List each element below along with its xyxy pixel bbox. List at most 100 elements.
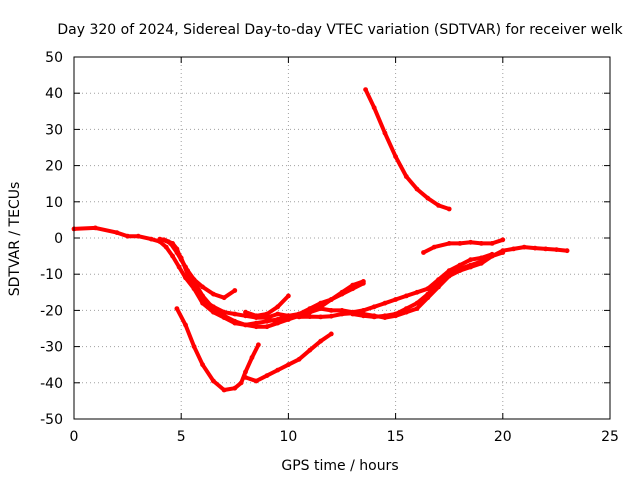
y-tick-label: -20 (40, 303, 63, 319)
data-point (148, 236, 154, 242)
data-point (200, 300, 206, 306)
y-tick-label: 20 (45, 159, 63, 175)
data-point (489, 241, 495, 246)
data-point (191, 286, 197, 292)
data-point (328, 297, 334, 302)
data-point (286, 293, 291, 299)
data-point (232, 320, 238, 326)
series-group (71, 87, 570, 393)
data-point (479, 259, 484, 264)
data-point (350, 282, 356, 288)
data-point (200, 293, 206, 299)
data-point (275, 304, 281, 310)
data-point (253, 378, 259, 384)
y-tick-label: 10 (45, 195, 63, 211)
data-point (318, 314, 323, 320)
data-point (521, 244, 527, 250)
data-point (307, 347, 313, 353)
data-point (318, 338, 323, 344)
data-point (264, 373, 270, 378)
x-tick-label: 5 (177, 429, 186, 445)
data-point (93, 225, 98, 231)
data-point (382, 300, 388, 306)
data-point (414, 300, 420, 306)
y-tick-label: 0 (54, 231, 63, 247)
data-point (468, 239, 473, 245)
data-point (307, 309, 313, 315)
data-point (221, 315, 227, 320)
data-point (363, 87, 368, 92)
data-point (264, 311, 270, 317)
data-point (170, 241, 176, 246)
y-tick-label: -30 (40, 340, 63, 356)
data-point (286, 362, 291, 368)
tick-marks (73, 56, 611, 420)
data-point (479, 241, 484, 246)
data-point (393, 297, 398, 302)
data-point (211, 309, 216, 315)
data-point (174, 246, 180, 252)
data-point (185, 268, 191, 273)
data-point (382, 130, 388, 136)
data-point (361, 279, 366, 284)
data-point (414, 289, 420, 295)
series-line-trace-8 (265, 279, 366, 324)
data-point (436, 280, 441, 286)
data-point (500, 237, 506, 243)
data-point (211, 291, 216, 297)
data-point (275, 311, 281, 317)
data-point (135, 233, 141, 239)
data-point (243, 322, 248, 328)
data-point (114, 230, 120, 236)
data-point (243, 369, 248, 375)
data-point (489, 253, 495, 259)
data-point (350, 311, 356, 317)
data-point (157, 236, 163, 242)
data-point (307, 314, 313, 319)
data-point (328, 313, 334, 319)
data-point (232, 311, 238, 317)
data-point (371, 304, 377, 310)
data-point (393, 154, 398, 160)
data-point (286, 317, 291, 322)
data-point (253, 324, 259, 330)
data-point (328, 308, 334, 313)
x-tick-label: 15 (387, 429, 405, 445)
data-point (238, 380, 244, 386)
data-point (221, 387, 227, 393)
data-point (431, 244, 437, 250)
grid-lines (74, 57, 610, 419)
data-point (296, 356, 302, 362)
data-point (425, 286, 431, 292)
data-point (403, 174, 409, 179)
data-point (425, 195, 431, 201)
data-point (446, 206, 452, 212)
x-axis-label: GPS time / hours (281, 458, 398, 474)
x-tick-label: 0 (70, 429, 79, 445)
data-point (446, 241, 452, 246)
y-tick-label: -40 (40, 376, 63, 392)
data-point (232, 385, 238, 391)
data-point (421, 250, 426, 255)
data-point (170, 253, 176, 259)
y-tick-label: -10 (40, 267, 63, 283)
data-point (243, 309, 248, 315)
data-point (339, 289, 345, 295)
tick-labels: 0 5 10 15 20 25 50 40 30 20 10 0 -10 -20 -30 -40 -50 (40, 50, 619, 445)
y-tick-label: 30 (45, 122, 63, 138)
data-point (178, 257, 184, 263)
data-point (183, 322, 188, 328)
data-point (174, 306, 180, 311)
y-tick-label: -50 (40, 412, 63, 428)
data-point (200, 362, 206, 368)
y-axis-label: SDTVAR / TECUs (7, 182, 23, 297)
data-point (468, 257, 473, 263)
data-point (191, 277, 197, 282)
data-point (249, 355, 255, 360)
data-point (264, 324, 270, 330)
data-point (457, 241, 463, 246)
data-point (371, 314, 377, 320)
data-point (564, 248, 570, 254)
data-point (256, 342, 261, 348)
